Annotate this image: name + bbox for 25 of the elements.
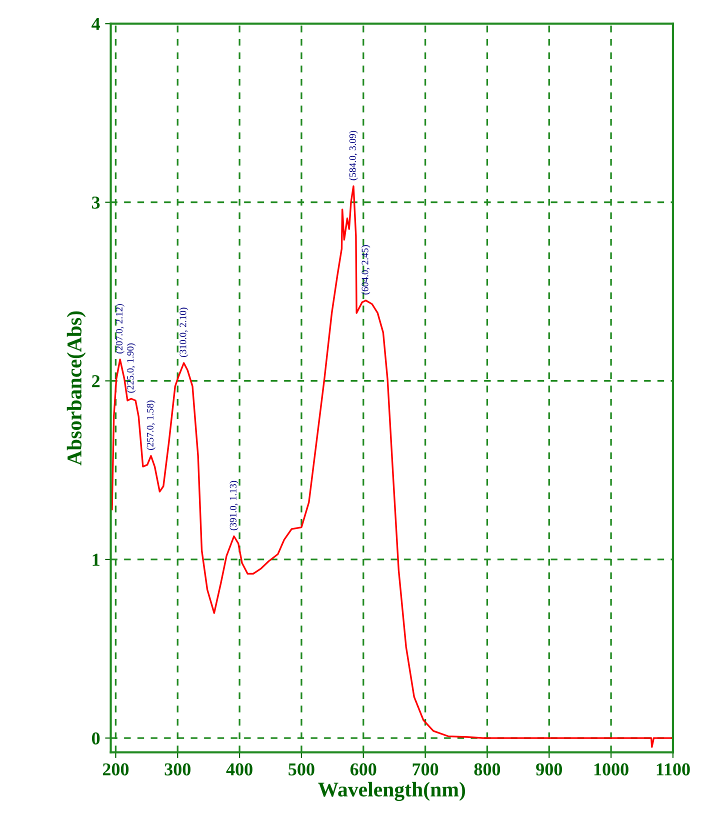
x-axis-title: Wavelength(nm)	[318, 782, 466, 801]
x-tick-label: 200	[102, 763, 129, 776]
x-tick-label: 700	[412, 763, 438, 776]
x-tick-label: 600	[350, 763, 376, 776]
x-tick-label: 800	[474, 763, 500, 776]
x-tick-label: 400	[226, 763, 252, 776]
annotation: (584.0, 3.09)	[349, 130, 358, 180]
y-tick-label: 2	[92, 375, 100, 388]
x-tick-label: 900	[536, 763, 562, 776]
x-tick-label: 500	[288, 763, 314, 776]
annotation: (391.0, 1.13)	[230, 480, 238, 530]
annotation: (310.0, 2.10)	[179, 308, 188, 358]
y-axis-title: Absorbance(Abs)	[66, 311, 86, 466]
annotation: (225.0, 1.90)	[126, 343, 136, 393]
y-tick-label: 3	[92, 196, 100, 209]
y-tick-label: 1	[92, 554, 100, 566]
y-tick-label: 4	[92, 18, 100, 30]
x-tick-label: 300	[164, 763, 190, 776]
annotation: (604.0, 2.45)	[361, 245, 370, 295]
annotation: (257.0, 1.58)	[146, 400, 156, 450]
y-tick-label: 0	[92, 732, 100, 745]
line-series	[111, 185, 673, 748]
annotation: (207.0, 2.12)	[116, 304, 124, 354]
x-tick-label: 1000	[594, 763, 628, 776]
x-tick-label: 1100	[656, 763, 690, 776]
